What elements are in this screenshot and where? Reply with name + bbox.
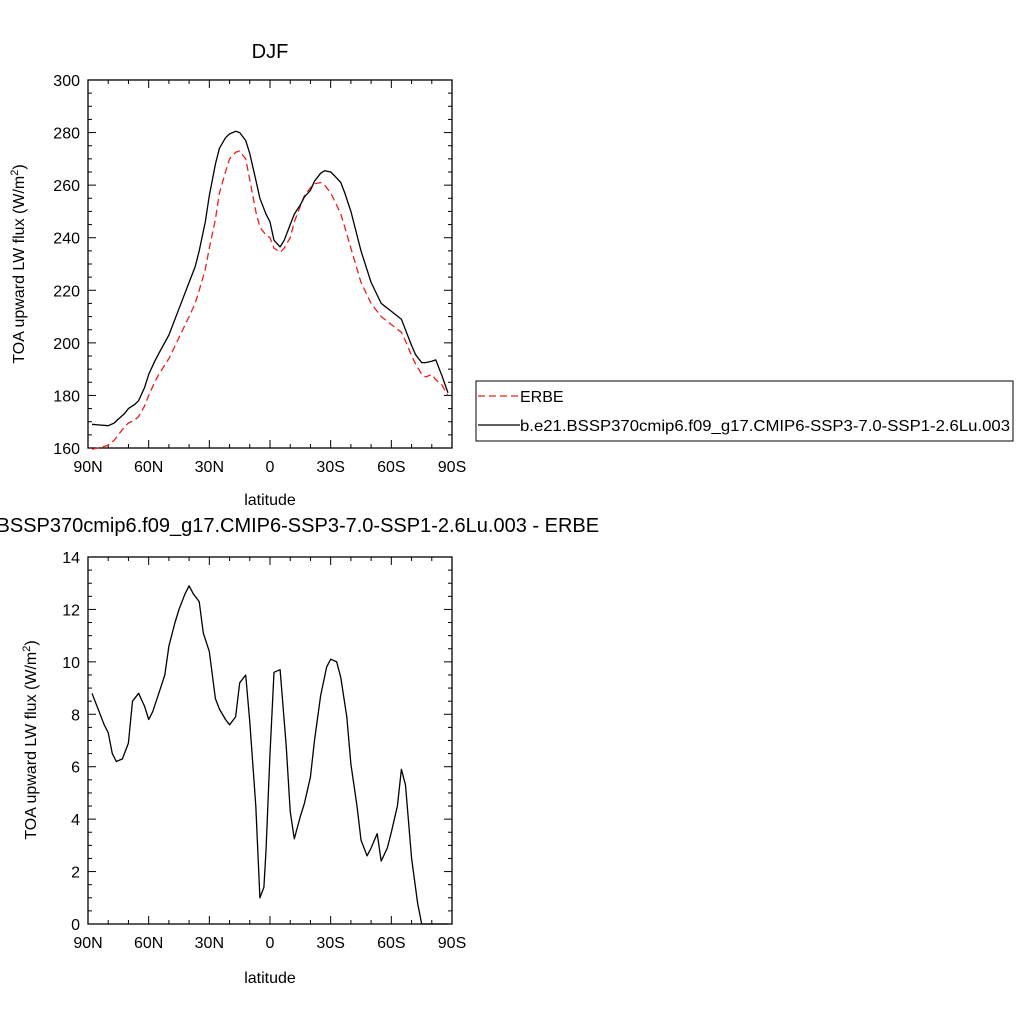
legend: ERBE b.e21.BSSP370cmip6.f09_g17.CMIP6-SS… bbox=[475, 380, 1014, 442]
y-axis-label: TOA upward LW flux (W/m2) bbox=[9, 164, 28, 363]
y-tick-label: 160 bbox=[53, 441, 80, 458]
y-tick-label: 6 bbox=[71, 760, 80, 777]
y-axis-label: TOA upward LW flux (W/m2) bbox=[21, 640, 40, 839]
djf-chart: DJF 160 180 200 220 240 260 280 300 90N 60N 30N 0 3… bbox=[9, 41, 1014, 509]
series-line-1 bbox=[91, 130, 449, 427]
legend-box bbox=[475, 380, 1014, 442]
x-tick-label: 90N bbox=[73, 459, 102, 476]
x-tick-label: 30S bbox=[316, 459, 344, 476]
x-tick-labels: 90N 60N 30N 0 30S 60S 90S bbox=[73, 935, 466, 952]
x-tick-label: 30N bbox=[195, 935, 224, 952]
y-tick-label: 10 bbox=[62, 655, 80, 672]
x-tick-label: 60S bbox=[377, 459, 405, 476]
series-line-0 bbox=[91, 150, 449, 450]
y-tick-label: 0 bbox=[71, 917, 80, 934]
x-tick-labels: 90N 60N 30N 0 30S 60S 90S bbox=[73, 459, 466, 476]
x-tick-label: 60S bbox=[377, 935, 405, 952]
legend-label-model: b.e21.BSSP370cmip6.f09_g17.CMIP6-SSP3-7.… bbox=[520, 418, 1010, 435]
y-tick-label: 2 bbox=[71, 865, 80, 882]
y-tick-label: 220 bbox=[53, 283, 80, 300]
y-tick-label: 8 bbox=[71, 707, 80, 724]
y-tick-label: 240 bbox=[53, 231, 80, 248]
y-tick-label: 300 bbox=[53, 73, 80, 90]
y-tick-label: 14 bbox=[62, 550, 80, 567]
x-axis-label: latitude bbox=[244, 492, 296, 509]
x-tick-label: 30S bbox=[316, 935, 344, 952]
x-tick-label: 0 bbox=[266, 935, 275, 952]
chart-title: DJF bbox=[252, 41, 289, 63]
x-tick-label: 90S bbox=[438, 459, 466, 476]
y-tick-label: 4 bbox=[71, 812, 80, 829]
x-tick-label: 90N bbox=[73, 935, 102, 952]
difference-chart: b.e21.BSSP370cmip6.f09_g17.CMIP6-SSP3-7.… bbox=[0, 515, 599, 987]
x-tick-label: 90S bbox=[438, 935, 466, 952]
x-tick-label: 60N bbox=[134, 935, 163, 952]
series-line-0 bbox=[91, 585, 448, 925]
y-tick-label: 180 bbox=[53, 388, 80, 405]
series-lines bbox=[91, 585, 448, 925]
chart-title: b.e21.BSSP370cmip6.f09_g17.CMIP6-SSP3-7.… bbox=[0, 515, 599, 537]
y-tick-label: 260 bbox=[53, 178, 80, 195]
x-tick-label: 0 bbox=[266, 459, 275, 476]
y-tick-label: 12 bbox=[62, 602, 80, 619]
axis-ticks bbox=[87, 79, 453, 449]
y-tick-labels: 0 2 4 6 8 10 12 14 bbox=[62, 550, 80, 934]
y-tick-labels: 160 180 200 220 240 260 280 300 bbox=[53, 73, 80, 458]
legend-label-erbe: ERBE bbox=[520, 389, 564, 406]
x-tick-label: 30N bbox=[195, 459, 224, 476]
axis-ticks bbox=[87, 556, 453, 925]
x-axis-label: latitude bbox=[244, 970, 296, 987]
y-tick-label: 200 bbox=[53, 336, 80, 353]
series-lines bbox=[91, 130, 449, 450]
y-tick-label: 280 bbox=[53, 126, 80, 143]
x-tick-label: 60N bbox=[134, 459, 163, 476]
